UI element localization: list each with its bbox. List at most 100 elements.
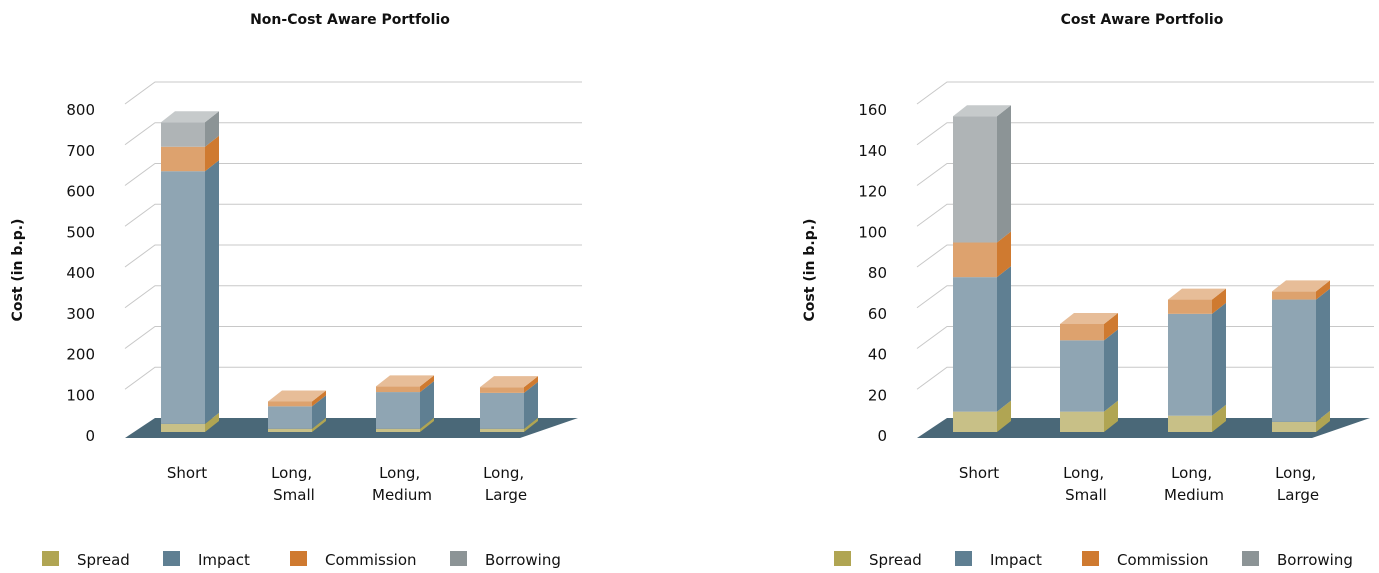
y-tick-label: 700: [66, 142, 95, 160]
bar-top: [1060, 313, 1118, 325]
bar-front: [161, 171, 205, 424]
y-tick-label: 60: [868, 305, 887, 323]
bar-segment: [1168, 302, 1226, 416]
bar-top: [161, 111, 219, 123]
bar-side: [312, 395, 326, 429]
bar-segment: [268, 395, 326, 429]
bar-segment: [480, 376, 538, 393]
legend-label: Impact: [198, 551, 250, 569]
bar-segment: [268, 390, 326, 407]
floor: [125, 418, 578, 438]
grid-line: [124, 244, 582, 268]
bar-side: [1104, 400, 1118, 432]
bar-segment: [161, 412, 219, 432]
bar-segment: [953, 266, 1011, 412]
x-tick-label: Long, Small: [271, 464, 317, 504]
x-tick-label: Long, Large: [1275, 464, 1321, 504]
bar-front: [1060, 411, 1104, 432]
y-axis-label: Cost (in b.p.): [10, 219, 26, 322]
grid-line: [124, 366, 582, 390]
y-tick-label: 120: [858, 183, 887, 201]
bar-segment: [953, 105, 1011, 243]
bar-front: [1060, 324, 1104, 341]
bar-side: [524, 381, 538, 429]
legend-swatch: [1242, 551, 1259, 566]
bar-side: [420, 417, 434, 432]
bar-front: [480, 387, 524, 393]
y-tick-label: 400: [66, 264, 95, 282]
grid-line: [916, 122, 1374, 146]
legend-label: Commission: [325, 551, 417, 569]
bar-front: [1272, 291, 1316, 300]
bar-front: [161, 122, 205, 147]
y-tick-label: 100: [858, 223, 887, 241]
y-tick-label: 100: [66, 386, 95, 404]
bar-front: [1272, 299, 1316, 422]
bar-segment: [1272, 288, 1330, 422]
bar-side: [312, 417, 326, 432]
bar-front: [953, 411, 997, 432]
bar-segment: [480, 417, 538, 432]
legend-label: Commission: [1117, 551, 1209, 569]
grid-line: [124, 122, 582, 146]
grid-line: [124, 203, 582, 227]
bar-front: [161, 423, 205, 432]
bar-segment: [953, 400, 1011, 432]
bar-segment: [161, 160, 219, 424]
bar-segment: [376, 375, 434, 393]
bar-side: [1104, 329, 1118, 412]
bar-side: [997, 266, 1011, 412]
legend-swatch: [42, 551, 59, 566]
bar-segment: [376, 381, 434, 429]
bar-side: [205, 160, 219, 424]
y-tick-label: 0: [85, 427, 95, 445]
bar-front: [953, 116, 997, 243]
bar-side: [420, 375, 434, 393]
bar-segment: [268, 417, 326, 432]
legend-swatch: [1082, 551, 1099, 566]
x-tick-label: Short: [959, 464, 999, 482]
bar-front: [480, 392, 524, 429]
bar-front: [953, 242, 997, 278]
bar-front: [1060, 340, 1104, 412]
x-tick-label: Short: [167, 464, 207, 482]
bar-front: [1272, 421, 1316, 432]
bar-front: [376, 392, 420, 429]
bar-side: [1316, 410, 1330, 432]
bar-front: [376, 428, 420, 432]
y-tick-label: 0: [877, 427, 887, 445]
bar-side: [524, 417, 538, 432]
bar-front: [268, 401, 312, 407]
grid-line: [916, 244, 1374, 268]
grid-line: [124, 163, 582, 186]
bar-top: [376, 375, 434, 387]
bar-front: [161, 146, 205, 172]
chart-title: Non-Cost Aware Portfolio: [250, 12, 450, 28]
x-tick-label: Long, Medium: [1164, 464, 1224, 504]
legend-swatch: [450, 551, 467, 566]
bar-top: [1168, 288, 1226, 300]
bar-front: [268, 406, 312, 429]
bar-side: [1104, 313, 1118, 341]
bar-segment: [953, 231, 1011, 278]
bar-side: [997, 400, 1011, 432]
bar-segment: [1272, 280, 1330, 300]
grid-line: [124, 326, 582, 349]
bar-side: [1212, 288, 1226, 314]
floor: [917, 418, 1370, 438]
grid-line: [916, 81, 1374, 105]
grid-line: [916, 366, 1374, 390]
bar-side: [524, 376, 538, 393]
grid-line: [916, 163, 1374, 186]
bar-side: [420, 381, 434, 429]
grid-line: [916, 203, 1374, 227]
bar-side: [205, 135, 219, 172]
y-tick-label: 300: [66, 305, 95, 323]
legend-swatch: [834, 551, 851, 566]
bar-side: [997, 231, 1011, 278]
legend-swatch: [955, 551, 972, 566]
bar-side: [312, 390, 326, 407]
bar-segment: [1060, 313, 1118, 341]
legend-swatch: [290, 551, 307, 566]
